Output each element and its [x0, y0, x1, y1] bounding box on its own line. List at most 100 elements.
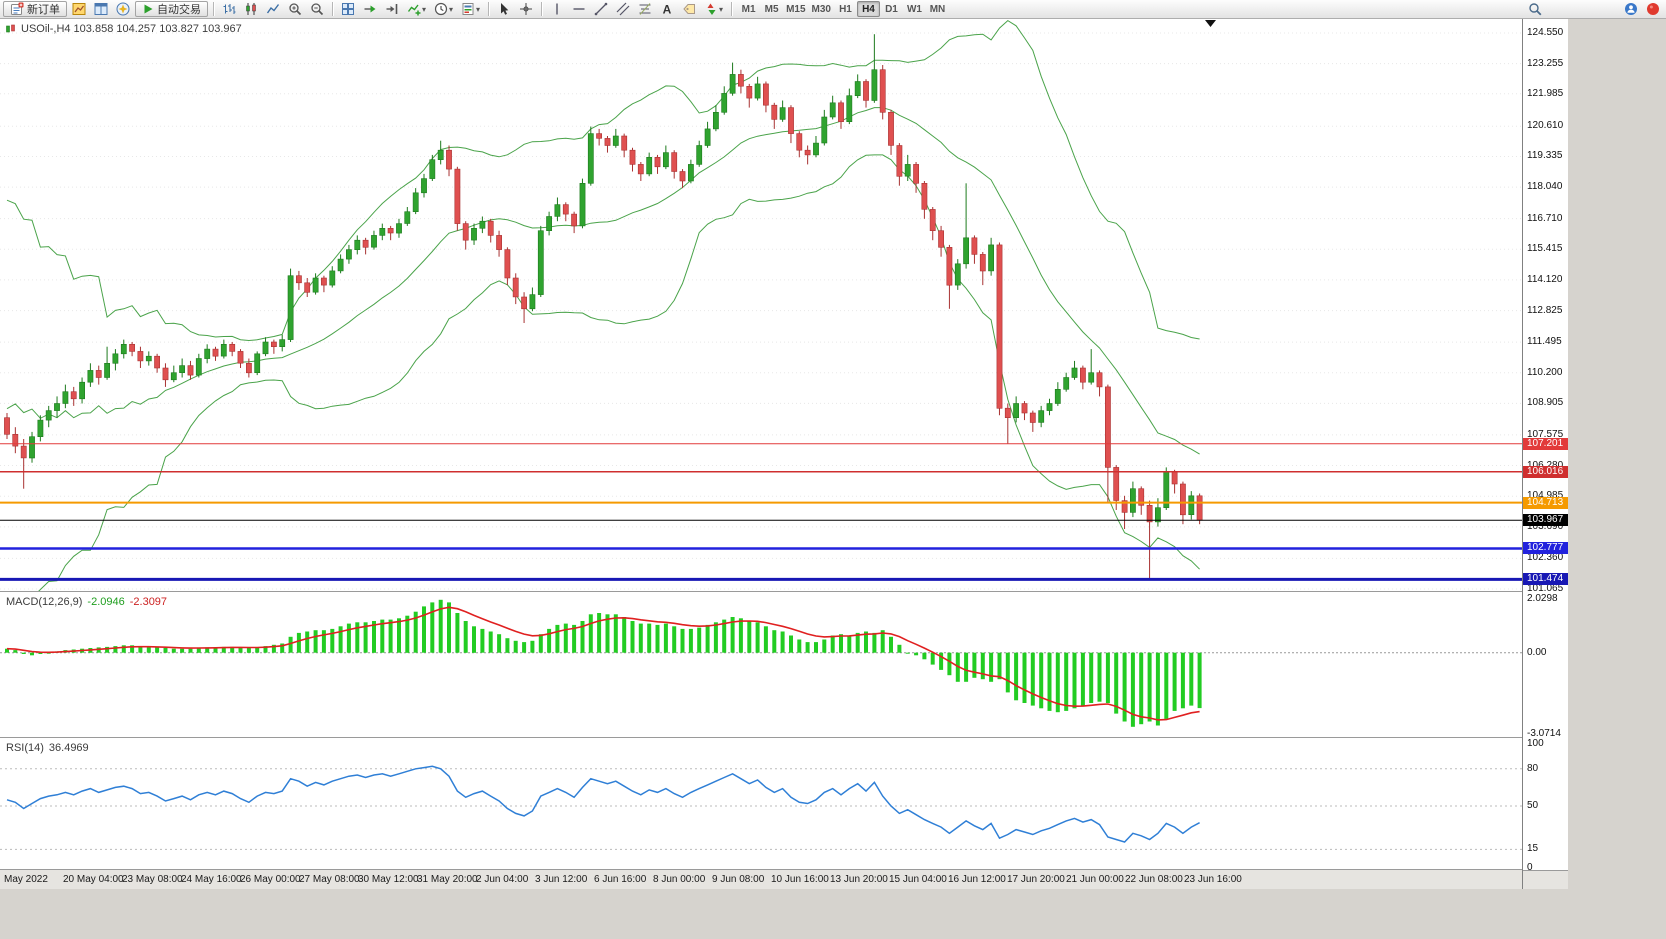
- arrows-icon: [704, 2, 718, 16]
- line-chart-icon: [266, 2, 280, 16]
- chart-title: USOil-,H4 103.858 104.257 103.827 103.96…: [6, 23, 242, 35]
- last-bar-marker: [1205, 20, 1216, 27]
- macd-svg[interactable]: [0, 592, 1522, 737]
- price-line-badge: 106.016: [1523, 466, 1568, 478]
- bar-chart-button[interactable]: [219, 1, 239, 17]
- rsi-axis-label: 15: [1527, 843, 1539, 854]
- toolbar-separator: [731, 2, 733, 16]
- rsi-name: RSI(14): [6, 742, 44, 754]
- auto-scroll-button[interactable]: [360, 1, 380, 17]
- price-line-badge: 102.777: [1523, 542, 1568, 554]
- macd-value-main: -2.0946: [87, 596, 125, 608]
- time-axis-label: 17 Jun 20:00: [1007, 874, 1065, 885]
- timeframe-group: M1 M5 M15 M30 H1 H4 D1 W1 MN: [737, 1, 949, 17]
- zoom-out-button[interactable]: [307, 1, 327, 17]
- periods-icon: [434, 2, 448, 16]
- price-axis-label: 124.550: [1527, 27, 1564, 38]
- time-axis-label: 22 Jun 08:00: [1125, 874, 1183, 885]
- new-order-button[interactable]: 新订单: [3, 1, 67, 17]
- timeframe-mn[interactable]: MN: [929, 3, 946, 15]
- text-button[interactable]: A: [657, 1, 677, 17]
- axis-corner: [1523, 870, 1568, 889]
- price-axis-label: 116.710: [1527, 213, 1563, 224]
- rsi-panel[interactable]: RSI(14) 36.4969: [0, 738, 1522, 870]
- time-axis-label: 26 May 00:00: [240, 874, 301, 885]
- horizontal-line-button[interactable]: [569, 1, 589, 17]
- chevron-down-icon: ▾: [422, 4, 427, 14]
- timeframe-m15[interactable]: M15: [786, 3, 806, 15]
- arrows-button[interactable]: ▾: [701, 1, 726, 17]
- market-watch-button[interactable]: [91, 1, 111, 17]
- rsi-svg[interactable]: [0, 738, 1522, 869]
- candles: [4, 34, 1203, 579]
- price-line-badge: 104.713: [1523, 497, 1568, 509]
- search-button[interactable]: [1525, 1, 1545, 17]
- periods-button[interactable]: ▾: [431, 1, 456, 17]
- rsi-axis-label: 50: [1527, 800, 1539, 811]
- navigator-button[interactable]: [113, 1, 133, 17]
- fibonacci-button[interactable]: [635, 1, 655, 17]
- alerts-button[interactable]: [1643, 1, 1663, 17]
- alerts-icon: [1646, 2, 1660, 16]
- time-axis-label: 30 May 12:00: [358, 874, 419, 885]
- time-axis-label: 16 Jun 12:00: [948, 874, 1006, 885]
- vertical-line-button[interactable]: [547, 1, 567, 17]
- toolbar-button-label: 新订单: [27, 4, 60, 16]
- price-panel[interactable]: USOil-,H4 103.858 104.257 103.827 103.96…: [0, 19, 1522, 592]
- timeframe-m30[interactable]: M30: [811, 3, 831, 15]
- price-axis-label: 103.690: [1527, 521, 1564, 532]
- rsi-line: [6, 765, 1200, 843]
- bottom-strip: [0, 889, 1666, 939]
- templates-button[interactable]: ▾: [458, 1, 483, 17]
- price-axis-label: 118.040: [1527, 181, 1563, 192]
- timeframe-h4[interactable]: H4: [856, 1, 880, 17]
- toolbar-separator: [213, 2, 214, 16]
- price-chart-svg[interactable]: [0, 19, 1522, 591]
- rsi-axis-label: 0: [1527, 862, 1533, 873]
- indicators-button[interactable]: ▾: [404, 1, 429, 17]
- trendline-button[interactable]: [591, 1, 611, 17]
- zoom-out-icon: [310, 2, 324, 16]
- timeframe-m5[interactable]: M5: [764, 3, 779, 15]
- autotrading-button[interactable]: 自动交易: [135, 1, 208, 17]
- charts-button[interactable]: [69, 1, 89, 17]
- time-axis-label: May 2022: [4, 874, 48, 885]
- chart-shift-icon: [385, 2, 399, 16]
- navigator-icon: [116, 2, 130, 16]
- charts-icon: [72, 2, 86, 16]
- price-axis-label: 123.255: [1527, 58, 1564, 69]
- community-button[interactable]: [1621, 1, 1641, 17]
- time-axis-label: 21 Jun 00:00: [1066, 874, 1124, 885]
- timeframe-d1[interactable]: D1: [885, 3, 898, 15]
- workspace-background: [1568, 19, 1666, 889]
- time-axis-label: 13 Jun 20:00: [830, 874, 888, 885]
- label-button[interactable]: [679, 1, 699, 17]
- timeframe-w1[interactable]: W1: [906, 3, 922, 15]
- chart-shift-button[interactable]: [382, 1, 402, 17]
- price-grid: [0, 32, 1522, 590]
- timeframe-h1[interactable]: H1: [839, 3, 852, 15]
- auto-scroll-icon: [363, 2, 377, 16]
- candlestick-chart-button[interactable]: [241, 1, 261, 17]
- timeframe-m1[interactable]: M1: [741, 3, 756, 15]
- time-axis[interactable]: May 2022 20 May 04:00 23 May 08:00 24 May 1…: [0, 870, 1522, 889]
- rsi-axis-label: 100: [1527, 738, 1544, 749]
- channel-button[interactable]: [613, 1, 633, 17]
- chart-title-text: USOil-,H4 103.858 104.257 103.827 103.96…: [21, 23, 242, 35]
- crosshair-button[interactable]: [516, 1, 536, 17]
- tile-windows-button[interactable]: [338, 1, 358, 17]
- price-axis-column[interactable]: 124.550 123.255 121.985 120.610 119.335 118.0…: [1522, 19, 1568, 889]
- time-axis-label: 2 Jun 04:00: [476, 874, 529, 885]
- price-axis-label: 108.905: [1527, 397, 1564, 408]
- macd-label: MACD(12,26,9) -2.0946 -2.3097: [6, 596, 167, 608]
- zoom-in-button[interactable]: [285, 1, 305, 17]
- cursor-button[interactable]: [494, 1, 514, 17]
- templates-icon: [461, 2, 475, 16]
- macd-panel[interactable]: MACD(12,26,9) -2.0946 -2.3097: [0, 592, 1522, 738]
- price-axis-label: 120.610: [1527, 120, 1564, 131]
- label-icon: [682, 2, 696, 16]
- macd-value-signal: -2.3097: [129, 596, 168, 608]
- rsi-axis-label: 80: [1527, 763, 1539, 774]
- line-chart-button[interactable]: [263, 1, 283, 17]
